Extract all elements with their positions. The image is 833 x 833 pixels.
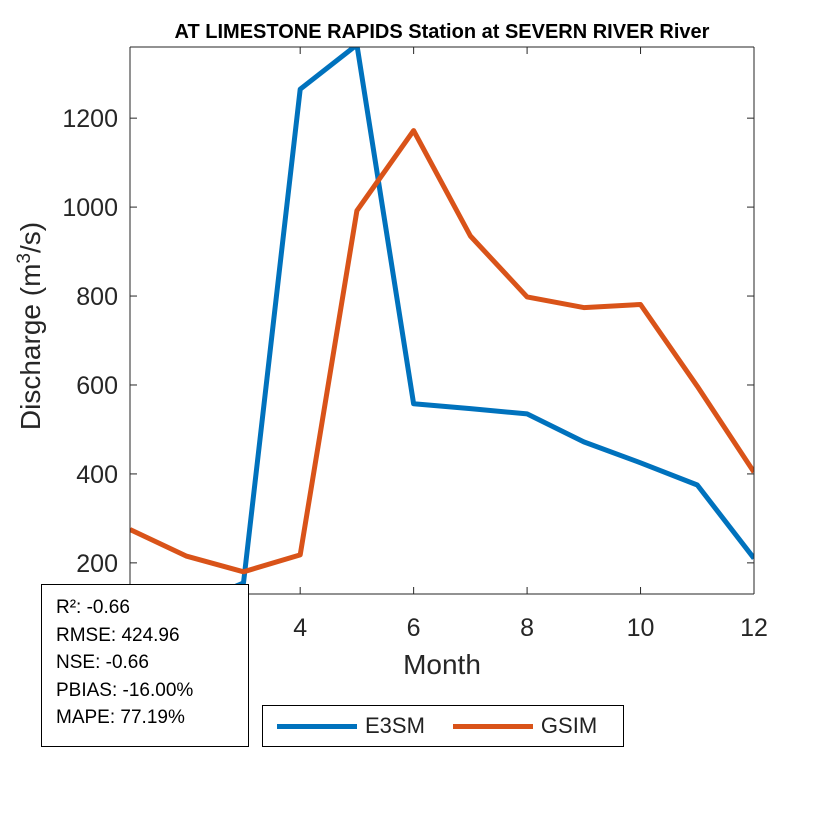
legend-item-e3sm: E3SM — [263, 713, 425, 739]
legend: E3SM GSIM — [262, 705, 624, 747]
legend-swatch-gsim — [452, 723, 533, 729]
x-tick-label: 4 — [293, 614, 307, 642]
stats-box: R²: -0.66 RMSE: 424.96 NSE: -0.66 PBIAS:… — [41, 584, 249, 747]
stat-rmse: RMSE: 424.96 — [56, 624, 180, 646]
x-tick-label: 6 — [407, 614, 421, 642]
legend-label-gsim: GSIM — [540, 713, 598, 738]
legend-label-e3sm: E3SM — [365, 713, 425, 738]
y-tick-label: 600 — [76, 372, 118, 400]
x-tick-label: 12 — [740, 614, 768, 642]
y-tick-label: 200 — [76, 550, 118, 578]
y-tick-label: 800 — [76, 283, 118, 311]
x-tick-label: 8 — [520, 614, 534, 642]
legend-swatch-e3sm — [277, 723, 357, 729]
y-tick-label: 400 — [76, 461, 118, 489]
stat-mape: MAPE: 77.19% — [56, 707, 185, 728]
chart-title: AT LIMESTONE RAPIDS Station at SEVERN RI… — [175, 21, 710, 43]
ticks-layer: 4 6 8 10 12 200 400 600 800 1000 1200 — [62, 47, 768, 642]
plot-area — [130, 47, 754, 594]
y-axis-label: Discharge (m3/s) — [14, 222, 46, 430]
y-tick-label: 1200 — [62, 105, 118, 133]
y-axis-label-main: Discharge (m — [15, 264, 46, 430]
stat-r2: R²: -0.66 — [56, 597, 130, 618]
y-axis-label-tail: /s) — [15, 222, 46, 253]
stat-nse: NSE: -0.66 — [56, 652, 149, 673]
legend-item-gsim: GSIM — [439, 713, 597, 739]
y-axis-label-sup: 3 — [14, 253, 35, 264]
y-tick-label: 1000 — [62, 194, 118, 222]
x-axis-label: Month — [403, 649, 481, 680]
x-tick-label: 10 — [627, 614, 655, 642]
stat-pbias: PBIAS: -16.00% — [56, 679, 194, 701]
series-line-gsim — [130, 128, 754, 575]
